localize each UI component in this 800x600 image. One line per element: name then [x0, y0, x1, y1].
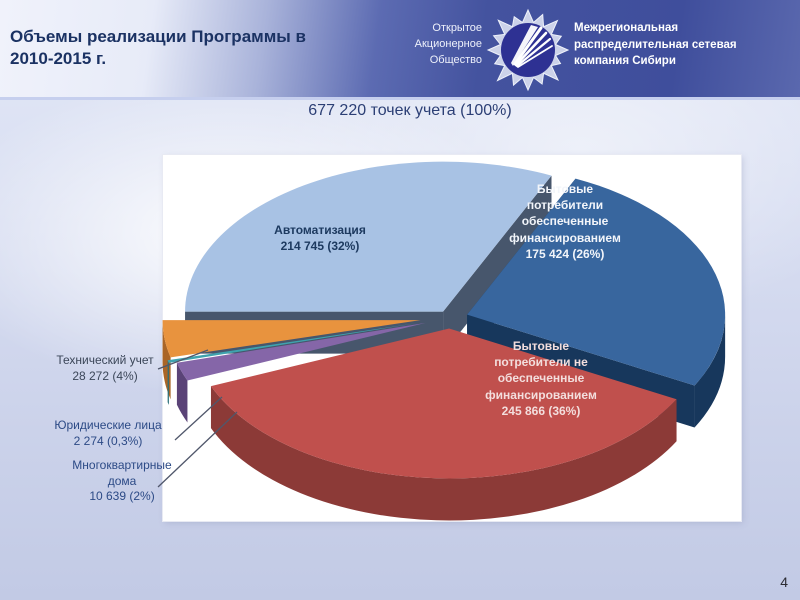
logo-left-text: Открытое Акционерное Общество	[388, 21, 482, 69]
callout-value: 28 272 (4%)	[72, 368, 138, 383]
callout-name: Технический учет	[56, 353, 154, 367]
slice-label-automation: Автоматизация 214 745 (32%)	[238, 222, 402, 254]
slice-value: 245 866 (36%)	[501, 403, 581, 418]
slice-name: Бытовые потребители обеспеченные финанси…	[509, 182, 621, 245]
callout-technical-metering: Технический учет 28 272 (4%)	[25, 353, 185, 384]
callout-value: 10 639 (2%)	[89, 489, 155, 504]
company-logo-icon	[486, 8, 570, 92]
callout-name: Юридические лица	[54, 418, 162, 432]
slice-value: 214 745 (32%)	[280, 239, 360, 254]
chart-panel	[163, 155, 741, 521]
callout-name: Многоквартирные дома	[72, 458, 172, 488]
company-name: Межрегиональная распределительная сетева…	[574, 22, 737, 68]
page-number: 4	[780, 574, 788, 590]
callout-apartment-buildings: Многоквартирные дома 10 639 (2%)	[62, 458, 182, 505]
callout-legal-entities: Юридические лица 2 274 (0,3%)	[28, 418, 188, 449]
slice-name: Автоматизация	[274, 223, 366, 237]
slice-value: 175 424 (26%)	[525, 246, 605, 261]
callout-value: 2 274 (0,3%)	[73, 433, 143, 448]
slice-label-unfunded-consumers: Бытовые потребители не обеспеченные фина…	[477, 338, 605, 419]
slice-name: Бытовые потребители не обеспеченные фина…	[485, 339, 597, 402]
header-banner	[0, 0, 800, 100]
slice-label-funded-consumers: Бытовые потребители обеспеченные финанси…	[503, 181, 627, 262]
slide-title: Объемы реализации Программы в 2010-2015 …	[10, 27, 306, 68]
logo-left-line: Открытое	[432, 22, 482, 34]
logo-left-line: Общество	[429, 53, 482, 66]
logo-left-line: Акционерное	[414, 37, 482, 50]
chart-total-label: 677 220 точек учета (100%)	[308, 102, 512, 119]
